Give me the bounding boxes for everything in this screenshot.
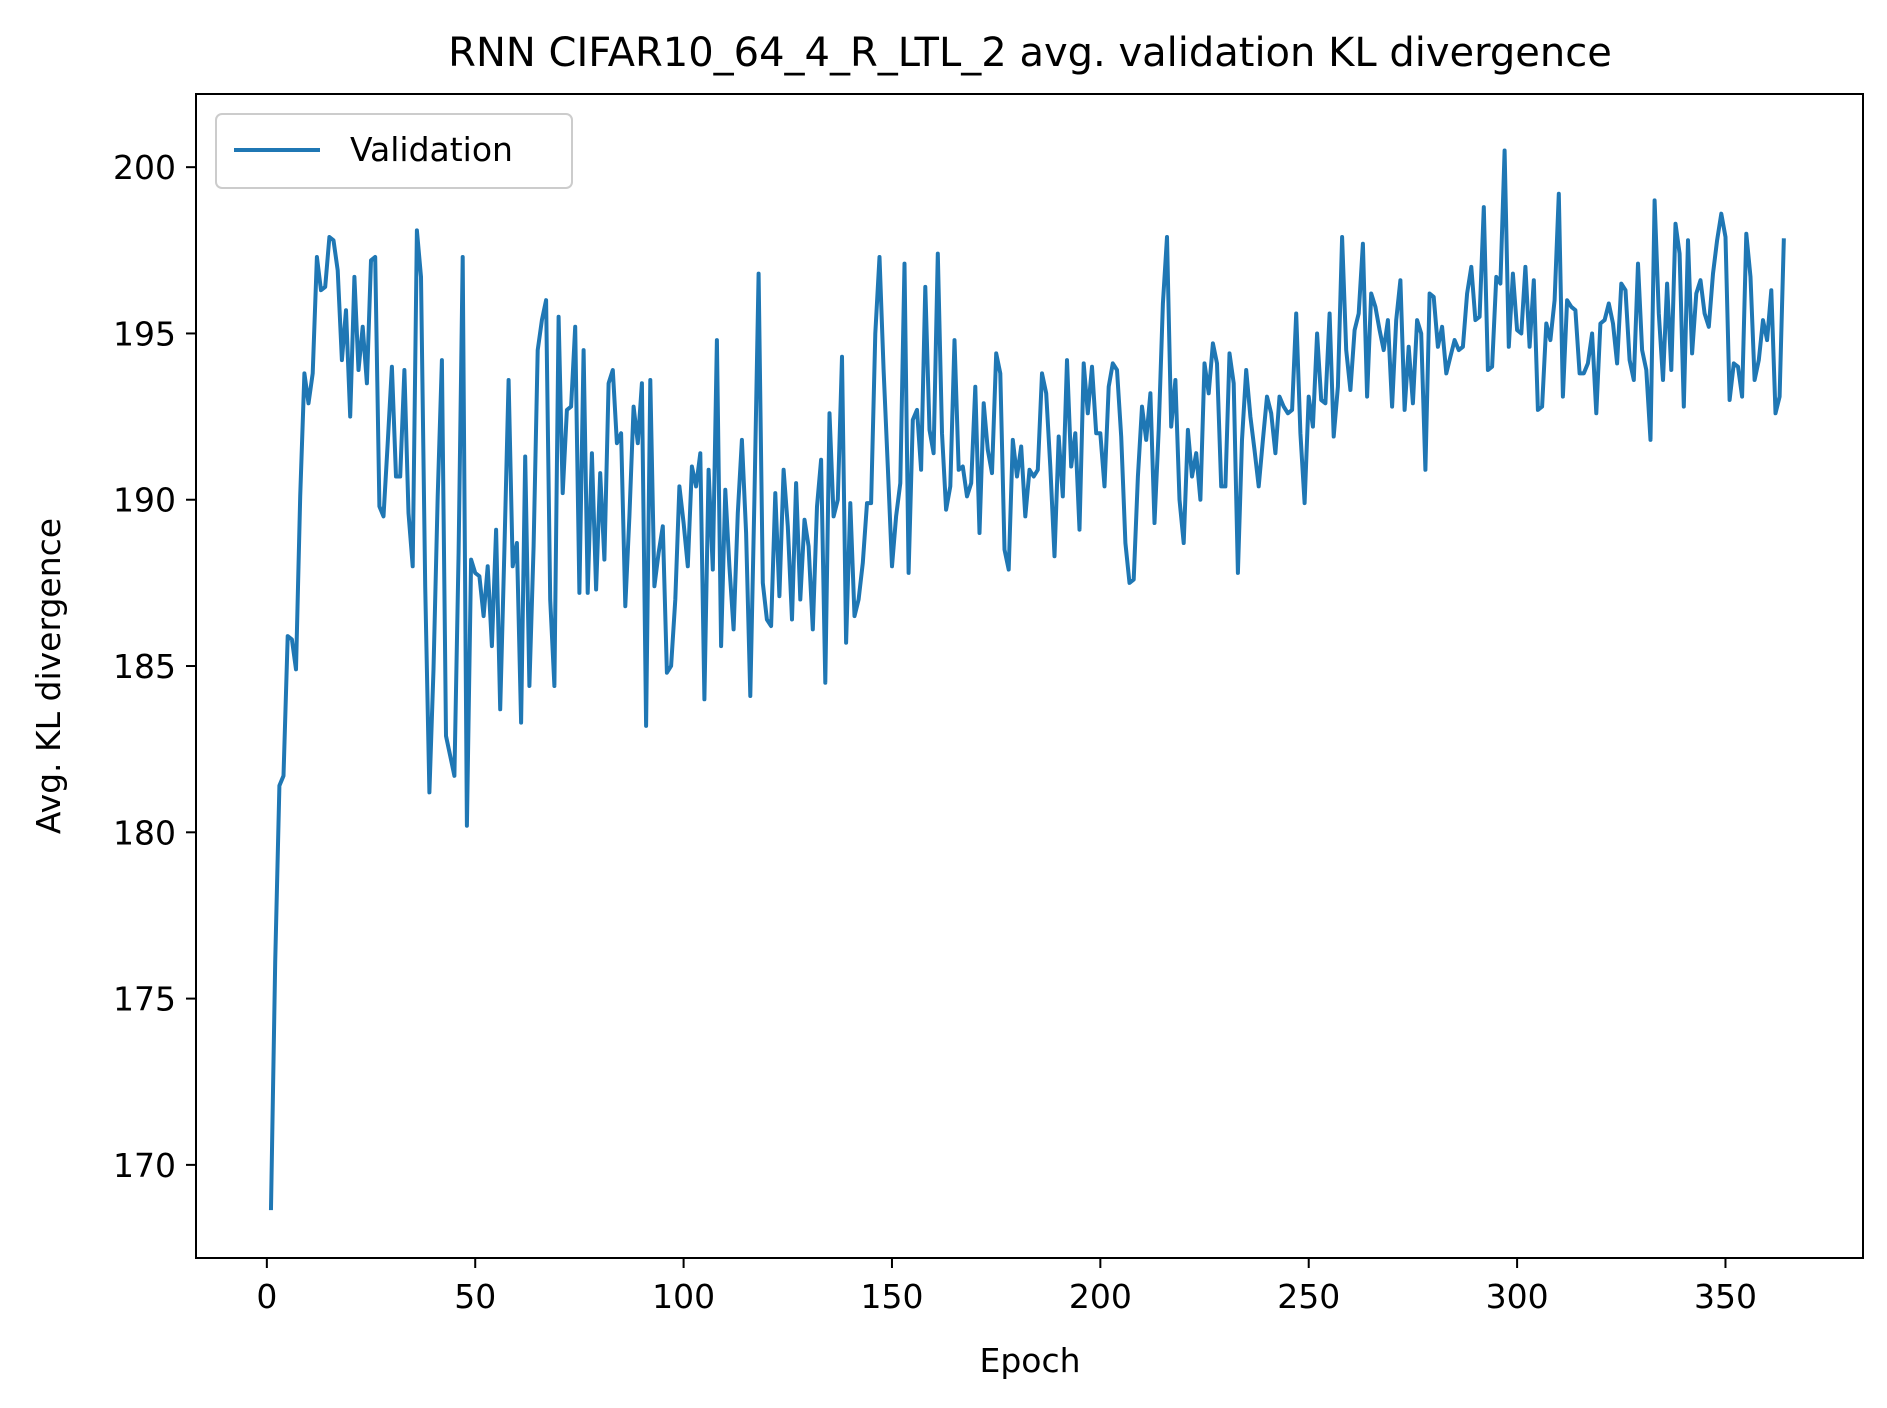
plot-frame [195,93,1864,1259]
legend: Validation [215,113,573,189]
y-axis-ticks: 170 175 180 185 190 195 200 [113,148,196,1185]
validation-series-line [268,148,1786,1211]
x-tick-label: 0 [256,1277,277,1316]
legend-frame [215,113,573,189]
legend-label-validation: Validation [350,130,513,169]
y-tick-label: 195 [113,314,176,353]
y-tick-label: 175 [113,980,176,1019]
chart-title: RNN CIFAR10_64_4_R_LTL_2 avg. validation… [448,30,1612,76]
x-tick-label: 200 [1069,1277,1132,1316]
x-tick-label: 250 [1277,1277,1340,1316]
y-axis-label: Avg. KL divergence [29,518,68,834]
y-tick-label: 190 [113,481,176,520]
y-tick-label: 185 [113,647,176,686]
x-axis-ticks: 0 50 100 150 200 250 300 350 [256,1258,1757,1316]
x-tick-label: 300 [1486,1277,1549,1316]
x-tick-label: 150 [860,1277,923,1316]
y-tick-label: 200 [113,148,176,187]
x-tick-label: 100 [652,1277,715,1316]
plot-background [196,94,1863,1258]
x-axis-label: Epoch [979,1341,1080,1380]
plot-area [195,93,1864,1259]
y-tick-label: 180 [113,813,176,852]
x-tick-label: 50 [454,1277,496,1316]
y-tick-label: 170 [113,1146,176,1185]
x-tick-label: 350 [1694,1277,1757,1316]
